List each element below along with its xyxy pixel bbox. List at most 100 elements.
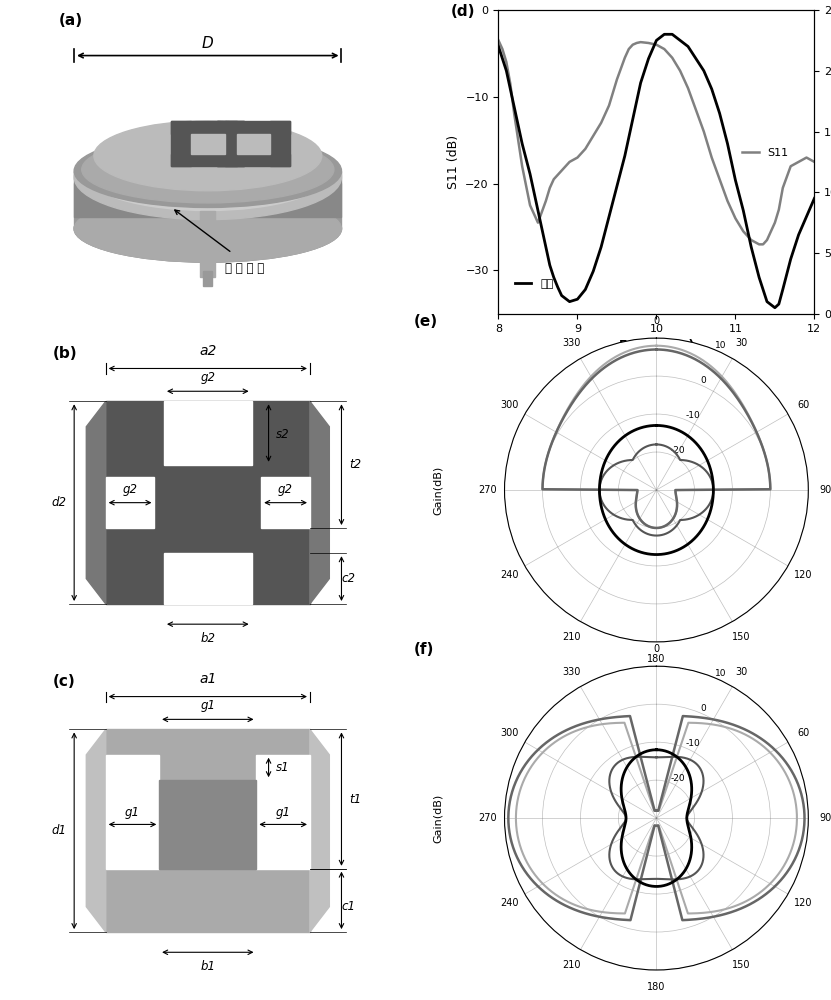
- 轴比: [636, 77, 646, 89]
- Text: Gain(dB): Gain(dB): [433, 793, 443, 843]
- 轴比: [652, 34, 661, 46]
- S11: [722, 195, 732, 207]
- 轴比: [505, 83, 515, 95]
- 轴比: [501, 65, 511, 77]
- Bar: [270, 121, 290, 166]
- Polygon shape: [86, 401, 106, 604]
- Text: g2: g2: [122, 483, 138, 496]
- 轴比: [643, 53, 653, 65]
- Text: t2: t2: [349, 458, 361, 471]
- S11: [770, 217, 779, 229]
- S11: [730, 212, 740, 224]
- 轴比: [801, 211, 811, 223]
- 轴比: [706, 83, 716, 95]
- S11: [580, 143, 590, 155]
- 轴比: [675, 34, 685, 46]
- S11: [754, 238, 764, 250]
- 轴比: [738, 205, 748, 217]
- 轴比: [620, 150, 630, 162]
- 轴比: [778, 283, 788, 295]
- 轴比: [596, 241, 606, 253]
- Ellipse shape: [74, 195, 342, 262]
- Bar: [257, 755, 310, 869]
- Text: (d): (d): [451, 4, 475, 19]
- Ellipse shape: [74, 135, 342, 220]
- S11: [778, 182, 788, 194]
- Bar: [217, 121, 290, 134]
- Bar: [164, 401, 252, 465]
- Ellipse shape: [86, 138, 329, 211]
- Text: g2: g2: [200, 371, 215, 384]
- S11: [643, 37, 653, 49]
- S11: [525, 199, 535, 211]
- Bar: [106, 477, 155, 528]
- S11: [545, 182, 555, 194]
- Text: Gain(dB): Gain(dB): [433, 465, 443, 515]
- Bar: [171, 121, 244, 134]
- Line: S11: S11: [499, 40, 814, 244]
- S11: [636, 36, 646, 48]
- Text: t1: t1: [349, 793, 361, 806]
- S11: [683, 82, 693, 94]
- S11: [517, 160, 527, 172]
- Text: c2: c2: [342, 572, 356, 585]
- S11: [557, 165, 567, 177]
- 轴比: [541, 241, 551, 253]
- Text: g1: g1: [276, 806, 291, 819]
- 轴比: [699, 65, 709, 77]
- 轴比: [525, 168, 535, 180]
- 轴比: [545, 259, 555, 271]
- 轴比: [722, 138, 732, 150]
- Bar: [171, 121, 191, 166]
- Ellipse shape: [74, 135, 342, 207]
- Bar: [237, 134, 270, 154]
- 轴比: [730, 174, 740, 186]
- Text: (e): (e): [413, 314, 437, 329]
- S11: [533, 217, 543, 229]
- 轴比: [659, 28, 669, 40]
- Text: (a): (a): [59, 13, 83, 28]
- Polygon shape: [310, 401, 329, 604]
- 轴比: [758, 283, 768, 295]
- Polygon shape: [310, 729, 329, 932]
- Text: a2: a2: [199, 344, 217, 358]
- 轴比: [774, 298, 784, 310]
- 轴比: [794, 229, 804, 241]
- Polygon shape: [86, 729, 106, 932]
- 轴比: [548, 271, 558, 283]
- Line: 轴比: 轴比: [499, 34, 814, 308]
- S11: [699, 126, 709, 138]
- S11: [667, 52, 677, 64]
- 轴比: [517, 138, 527, 150]
- S11: [624, 43, 634, 55]
- Text: g2: g2: [278, 483, 293, 496]
- S11: [652, 39, 661, 51]
- S11: [785, 160, 795, 172]
- Legend: RCP φ=0 deg, RCP φ=90 deg, LCP φ=0 deg, LCP φ=90 deg: RCP φ=0 deg, RCP φ=90 deg, LCP φ=0 deg, …: [829, 625, 831, 682]
- Bar: [204, 271, 213, 286]
- S11: [691, 104, 701, 116]
- S11: [596, 117, 606, 129]
- Y-axis label: S11 (dB): S11 (dB): [447, 135, 460, 189]
- Text: (c): (c): [52, 674, 75, 689]
- S11: [509, 108, 519, 120]
- 轴比: [604, 211, 614, 223]
- Ellipse shape: [74, 195, 342, 262]
- S11: [758, 238, 768, 250]
- Bar: [106, 755, 160, 869]
- Bar: [217, 121, 237, 166]
- S11: [715, 173, 725, 185]
- 轴比: [588, 265, 598, 277]
- S11: [746, 234, 756, 246]
- S11: [659, 43, 669, 55]
- Text: b2: b2: [200, 632, 215, 645]
- Bar: [164, 553, 252, 604]
- Polygon shape: [106, 401, 310, 604]
- S11: [738, 225, 748, 237]
- Text: g1: g1: [200, 699, 215, 712]
- 轴比: [762, 296, 772, 308]
- Polygon shape: [106, 729, 310, 932]
- 轴比: [715, 107, 725, 119]
- 轴比: [553, 281, 563, 293]
- 轴比: [770, 302, 779, 314]
